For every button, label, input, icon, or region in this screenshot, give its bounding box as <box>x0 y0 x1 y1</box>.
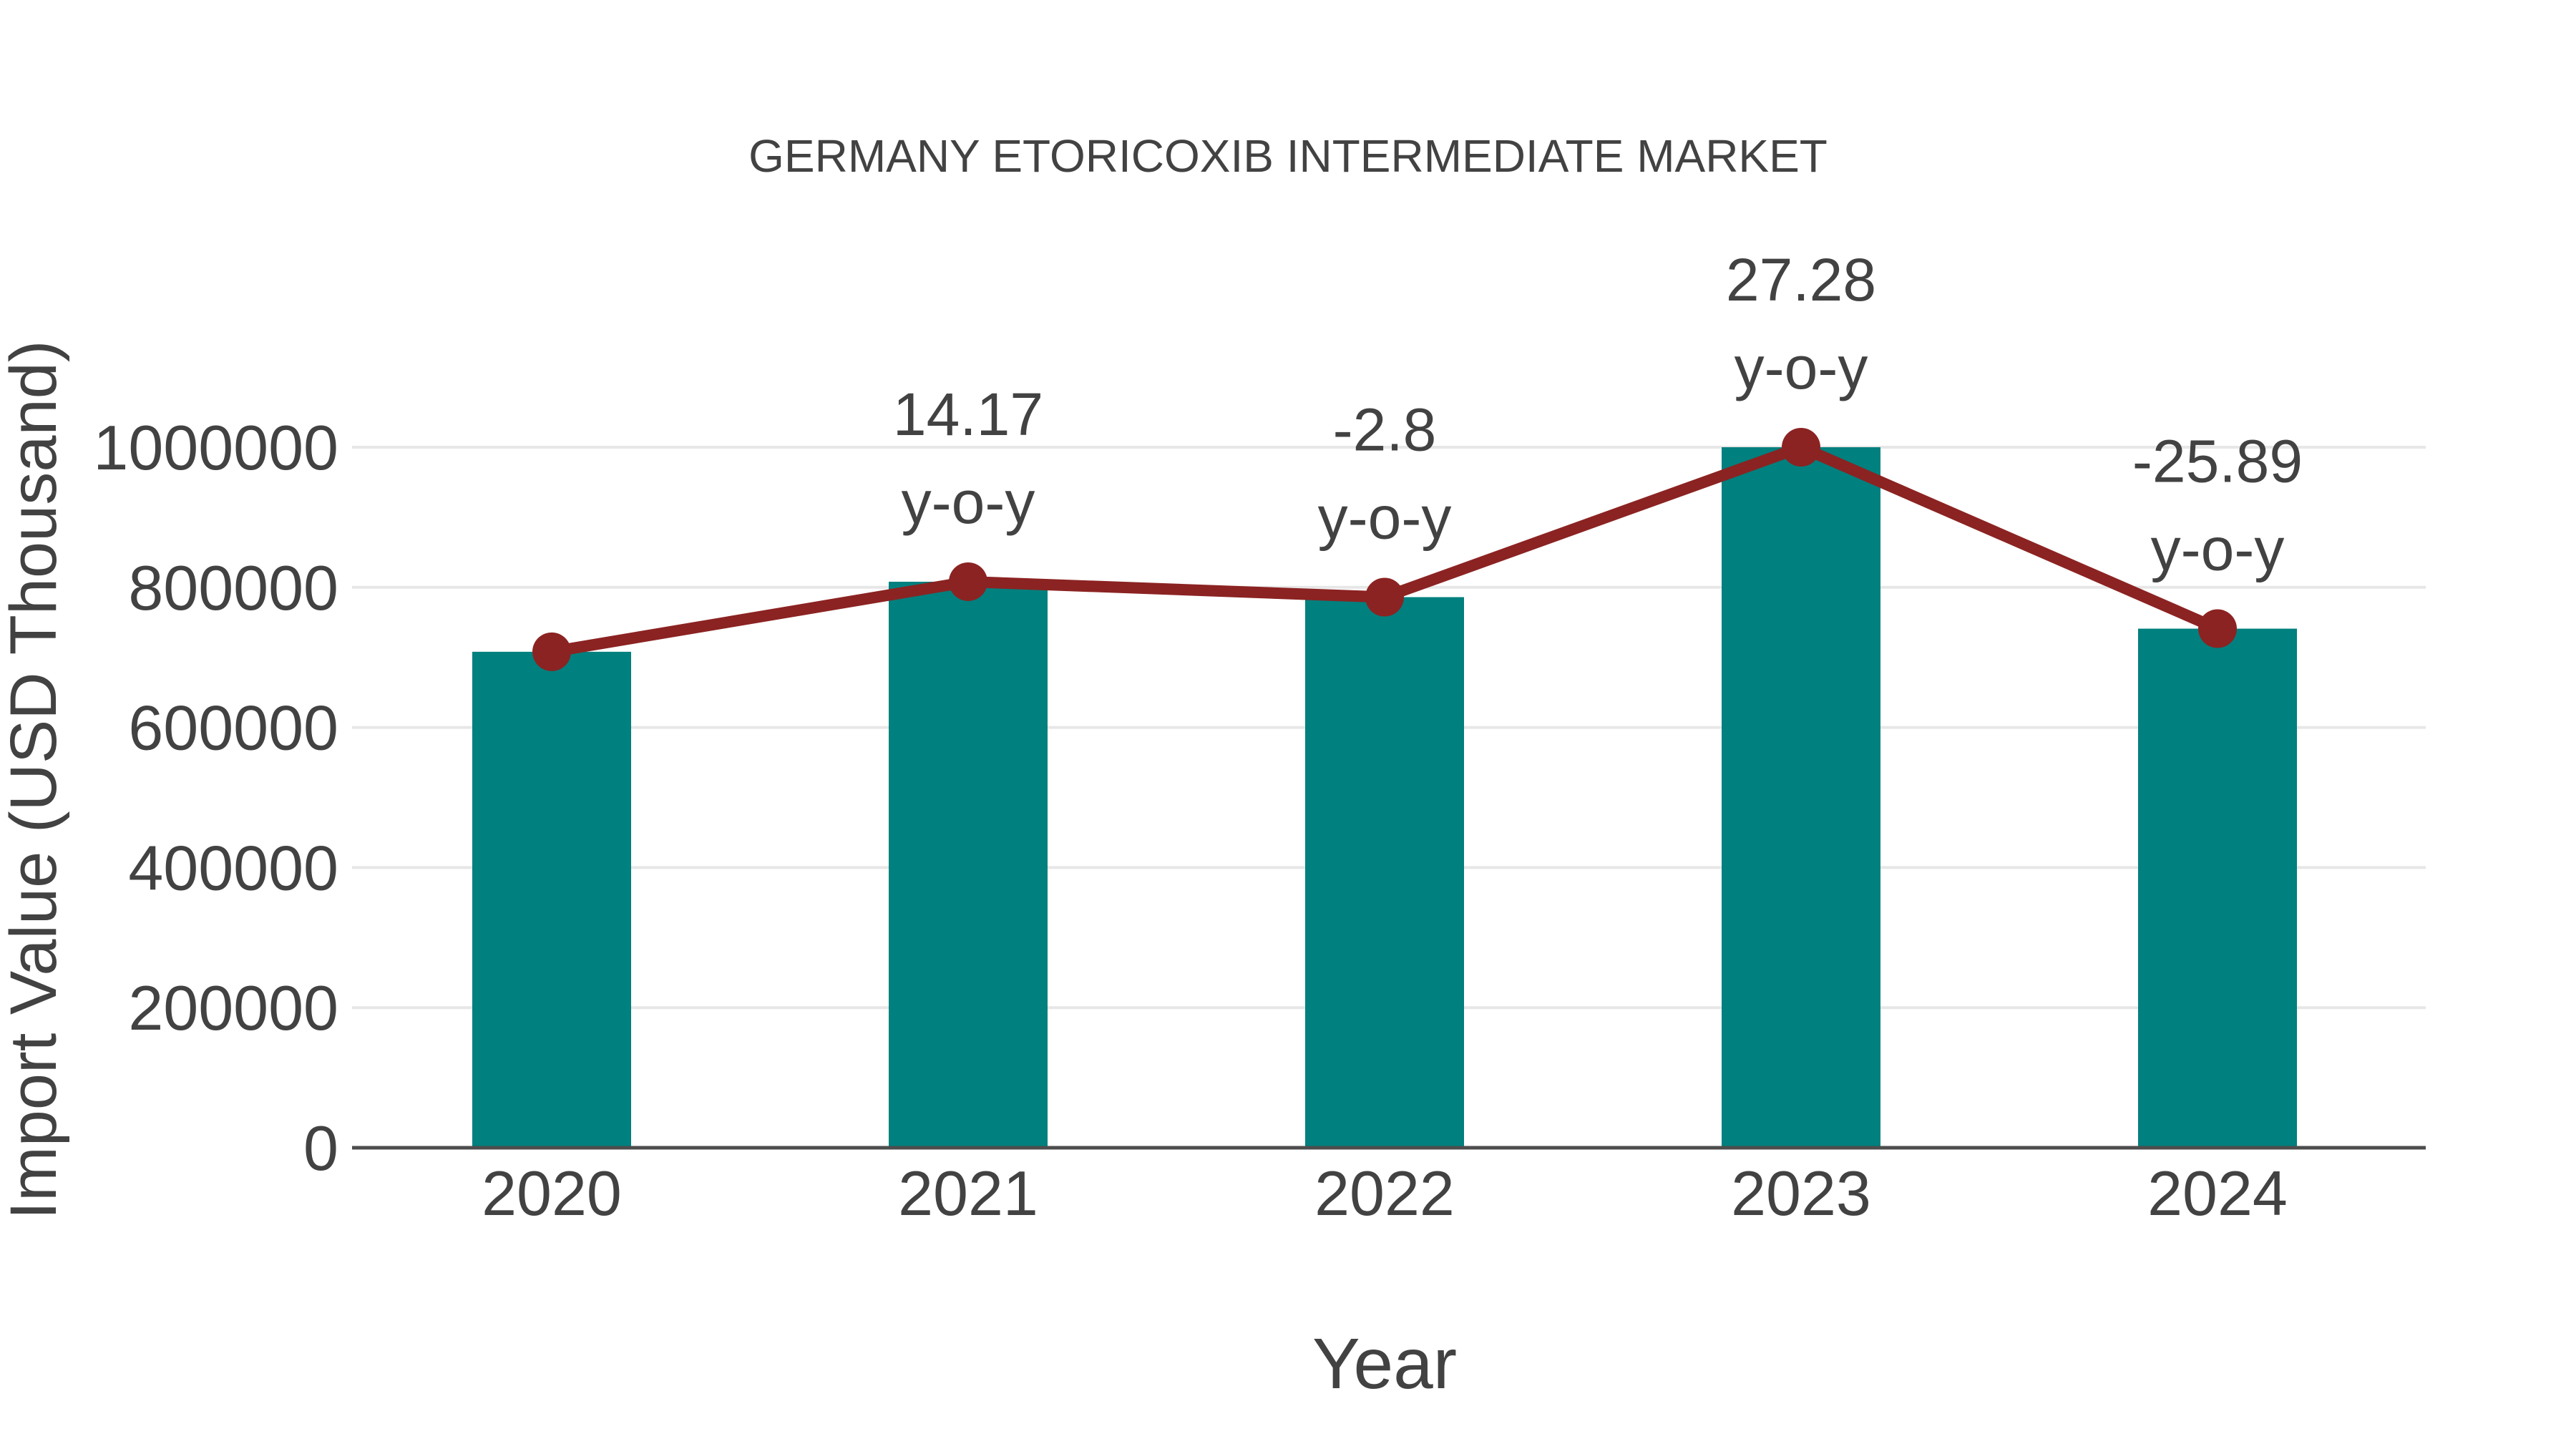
bar-2021 <box>889 581 1048 1148</box>
tick-labels-layer: 0 200000 400000 600000 800000 1000000 2020 2021… <box>93 412 2287 1229</box>
x-tick-label-2020: 2020 <box>482 1158 622 1229</box>
y-tick-label-200000: 200000 <box>128 972 338 1043</box>
y-tick-label-1000000: 1000000 <box>93 412 338 483</box>
annotation-unit-2022: y-o-y <box>1318 484 1452 552</box>
x-tick-label-2024: 2024 <box>2147 1158 2288 1229</box>
annotation-value-2021: 14.17 <box>893 381 1043 448</box>
y-tick-label-600000: 600000 <box>128 693 338 763</box>
y-tick-label-0: 0 <box>303 1113 338 1184</box>
x-tick-label-2023: 2023 <box>1731 1158 1871 1229</box>
y-axis-title: Import Value (USD Thousand) <box>0 341 70 1220</box>
annotation-unit-2024: y-o-y <box>2151 516 2285 583</box>
annotation-value-2023: 27.28 <box>1726 246 1876 313</box>
data-point-2021 <box>949 562 987 601</box>
data-point-2024 <box>2198 609 2237 648</box>
annotations-layer: 14.17 y-o-y -2.8 y-o-y 27.28 y-o-y -25.89 y-o-y <box>893 246 2303 583</box>
trend-line-layer <box>532 428 2237 671</box>
annotation-unit-2023: y-o-y <box>1735 334 1868 401</box>
data-point-2020 <box>532 632 571 671</box>
bar-2020 <box>472 651 631 1148</box>
y-tick-label-800000: 800000 <box>128 552 338 623</box>
y-tick-label-400000: 400000 <box>128 832 338 903</box>
annotation-value-2022: -2.8 <box>1333 396 1437 464</box>
x-tick-label-2021: 2021 <box>898 1158 1038 1229</box>
annotation-value-2024: -25.89 <box>2132 428 2303 495</box>
x-axis-title: Year <box>1312 1324 1457 1404</box>
bar-2023 <box>1722 447 1880 1148</box>
data-point-2022 <box>1365 577 1404 617</box>
bar-2022 <box>1305 597 1464 1148</box>
data-point-2023 <box>1782 428 1820 467</box>
bars-layer <box>472 447 2297 1148</box>
bar-2024 <box>2138 628 2297 1148</box>
x-tick-label-2022: 2022 <box>1314 1158 1455 1229</box>
annotation-unit-2021: y-o-y <box>902 469 1035 536</box>
chart-title: GERMANY ETORICOXIB INTERMEDIATE MARKET <box>748 130 1828 182</box>
